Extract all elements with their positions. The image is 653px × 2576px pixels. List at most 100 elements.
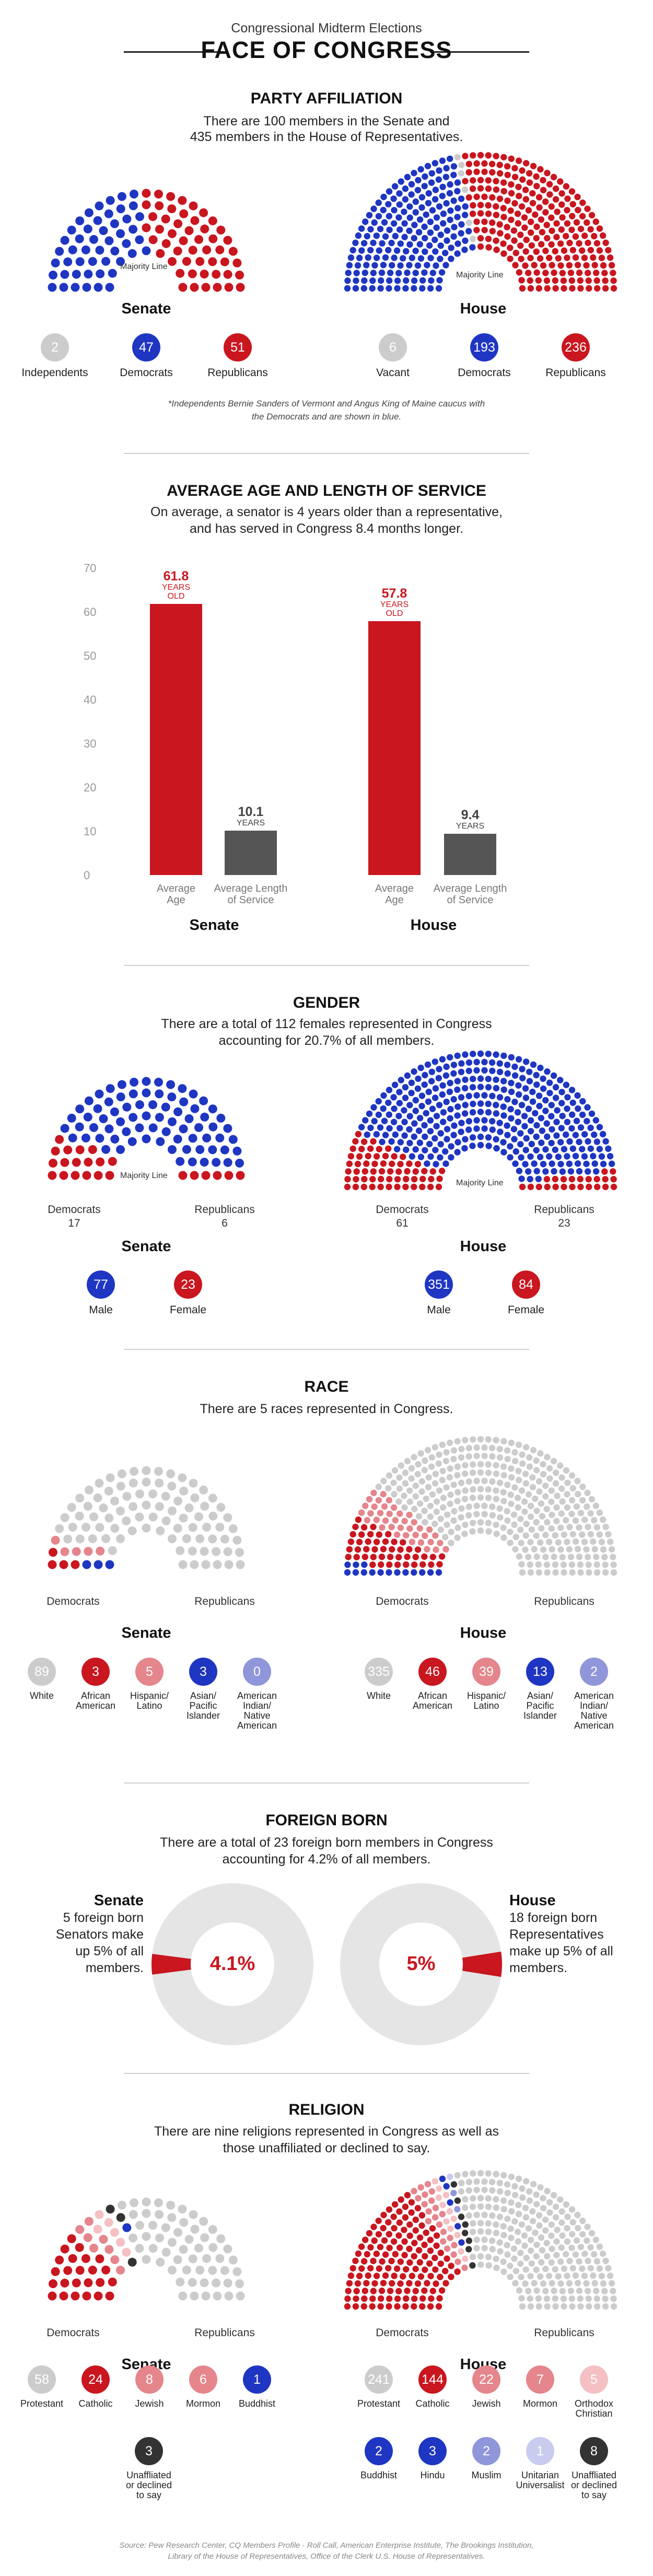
house-gender-seat: [375, 1098, 382, 1105]
senate-party-seat: [228, 247, 238, 256]
house-race-seat: [568, 1561, 575, 1568]
religion-house-rep-label: Republicans: [534, 2327, 594, 2339]
house-party-seat: [599, 232, 607, 239]
senate-party-seat: [208, 216, 217, 226]
house-gender-seat: [356, 1153, 363, 1160]
bar-category-line: Average: [156, 883, 196, 894]
house-religion-seat: [417, 2184, 424, 2191]
house-party-seat: [360, 285, 367, 292]
house-race-seat: [443, 1449, 450, 1456]
house-religion-seat: [360, 2258, 368, 2265]
senate-gender-seat: [155, 1113, 164, 1122]
house-religion-seat: [489, 2187, 496, 2194]
senate-gender-seat: [173, 1135, 182, 1144]
house-party-seat: [419, 277, 426, 284]
house-gender-seat: [362, 1117, 369, 1124]
senate-gender-seat: [173, 1107, 183, 1116]
house-religion-seat: [533, 2191, 540, 2198]
senate-gender-seat: [161, 1127, 171, 1136]
house-gender-seat: [525, 1168, 532, 1175]
count-circle: 3: [81, 1658, 110, 1686]
house-gender-seat: [572, 1132, 579, 1138]
house-gender-seat: [522, 1161, 529, 1168]
house-religion-seat: [406, 2259, 413, 2266]
house-gender-seat: [386, 1183, 392, 1191]
house-race-seat: [577, 1561, 584, 1568]
senate-gender-seat: [223, 1158, 232, 1167]
house-religion-seat: [414, 2205, 422, 2212]
house-party-seat: [569, 247, 576, 253]
house-race-seat: [356, 1538, 363, 1545]
house-gender-seat: [542, 1097, 549, 1104]
house-race-seat: [379, 1524, 386, 1531]
house-race-seat: [465, 1453, 472, 1460]
house-race-seat: [367, 1531, 374, 1537]
house-party-seat: [458, 195, 465, 202]
house-party-seat: [493, 246, 500, 253]
house-gender-seat: [572, 1152, 579, 1160]
house-religion-seat: [470, 2195, 476, 2202]
house-gender-seat: [382, 1132, 389, 1138]
senate-party-seat: [173, 219, 183, 228]
house-race-seat: [389, 1546, 395, 1553]
count-label: Vacant: [351, 367, 435, 379]
foreign-title: FOREIGN BORN: [265, 1812, 388, 1829]
house-race-seat: [401, 1504, 408, 1511]
party-title: PARTY AFFILIATION: [250, 90, 403, 107]
house-religion-seat: [404, 2287, 411, 2294]
house-gender-seat: [584, 1104, 591, 1111]
house-race-seat: [353, 1554, 360, 1560]
senate-gender-seat: [60, 1124, 69, 1133]
house-religion-seat: [516, 2287, 523, 2294]
senate-party-seat: [201, 283, 211, 292]
house-party-seat: [369, 277, 376, 284]
house-party-seat: [432, 196, 439, 203]
house-party-seat: [535, 194, 543, 201]
count-label: Hispanic/Latino: [445, 1691, 528, 1711]
house-race-seat: [392, 1517, 399, 1524]
house-gender-seat: [533, 1071, 540, 1079]
senate-race-seat: [154, 1467, 163, 1476]
house-race-seat: [408, 1475, 415, 1482]
senate-religion-seat: [51, 2267, 60, 2276]
senate-race-seat: [82, 1560, 91, 1569]
house-gender-seat: [388, 1138, 395, 1145]
house-race-seat: [360, 1524, 368, 1531]
house-party-seat: [408, 181, 415, 188]
senate-gender-seat: [167, 1092, 177, 1102]
house-party-seat: [558, 190, 565, 197]
senate-religion-seat: [84, 2217, 94, 2226]
house-gender-seat: [469, 1084, 476, 1091]
house-religion-seat: [481, 2236, 488, 2243]
house-religion-seat: [594, 2303, 601, 2310]
house-party-seat: [450, 197, 457, 204]
house-party-seat: [587, 226, 594, 233]
house-party-seat: [519, 176, 526, 183]
count-label: Buddhist: [337, 2470, 421, 2480]
house-race-seat: [587, 1510, 594, 1517]
house-party-seat: [574, 193, 581, 201]
house-party-seat: [593, 277, 600, 284]
house-race-seat: [365, 1538, 371, 1545]
house-religion-seat: [500, 2197, 507, 2204]
house-gender-seat: [523, 1058, 530, 1065]
house-party-seat: [477, 185, 484, 192]
senate-party-seat: [96, 269, 105, 278]
count-label: Male: [59, 1304, 143, 1316]
count-circle: 6: [379, 333, 407, 362]
house-race-seat: [508, 1500, 515, 1507]
house-race-seat: [522, 1471, 529, 1477]
house-religion-seat: [577, 2295, 584, 2302]
house-party-seat: [485, 152, 492, 159]
count-label-line: Asian/: [190, 1691, 217, 1701]
house-religion-seat: [493, 2264, 500, 2271]
house-gender-seat: [392, 1131, 399, 1138]
house-race-seat: [527, 1538, 534, 1546]
house-religion-seat: [461, 2204, 469, 2211]
house-gender-seat: [544, 1183, 551, 1191]
house-race-seat: [411, 1506, 418, 1512]
house-party-seat: [428, 179, 435, 186]
senate-party-seat: [223, 270, 232, 279]
house-party-seat: [437, 231, 444, 238]
senate-religion-seat: [194, 2243, 203, 2253]
